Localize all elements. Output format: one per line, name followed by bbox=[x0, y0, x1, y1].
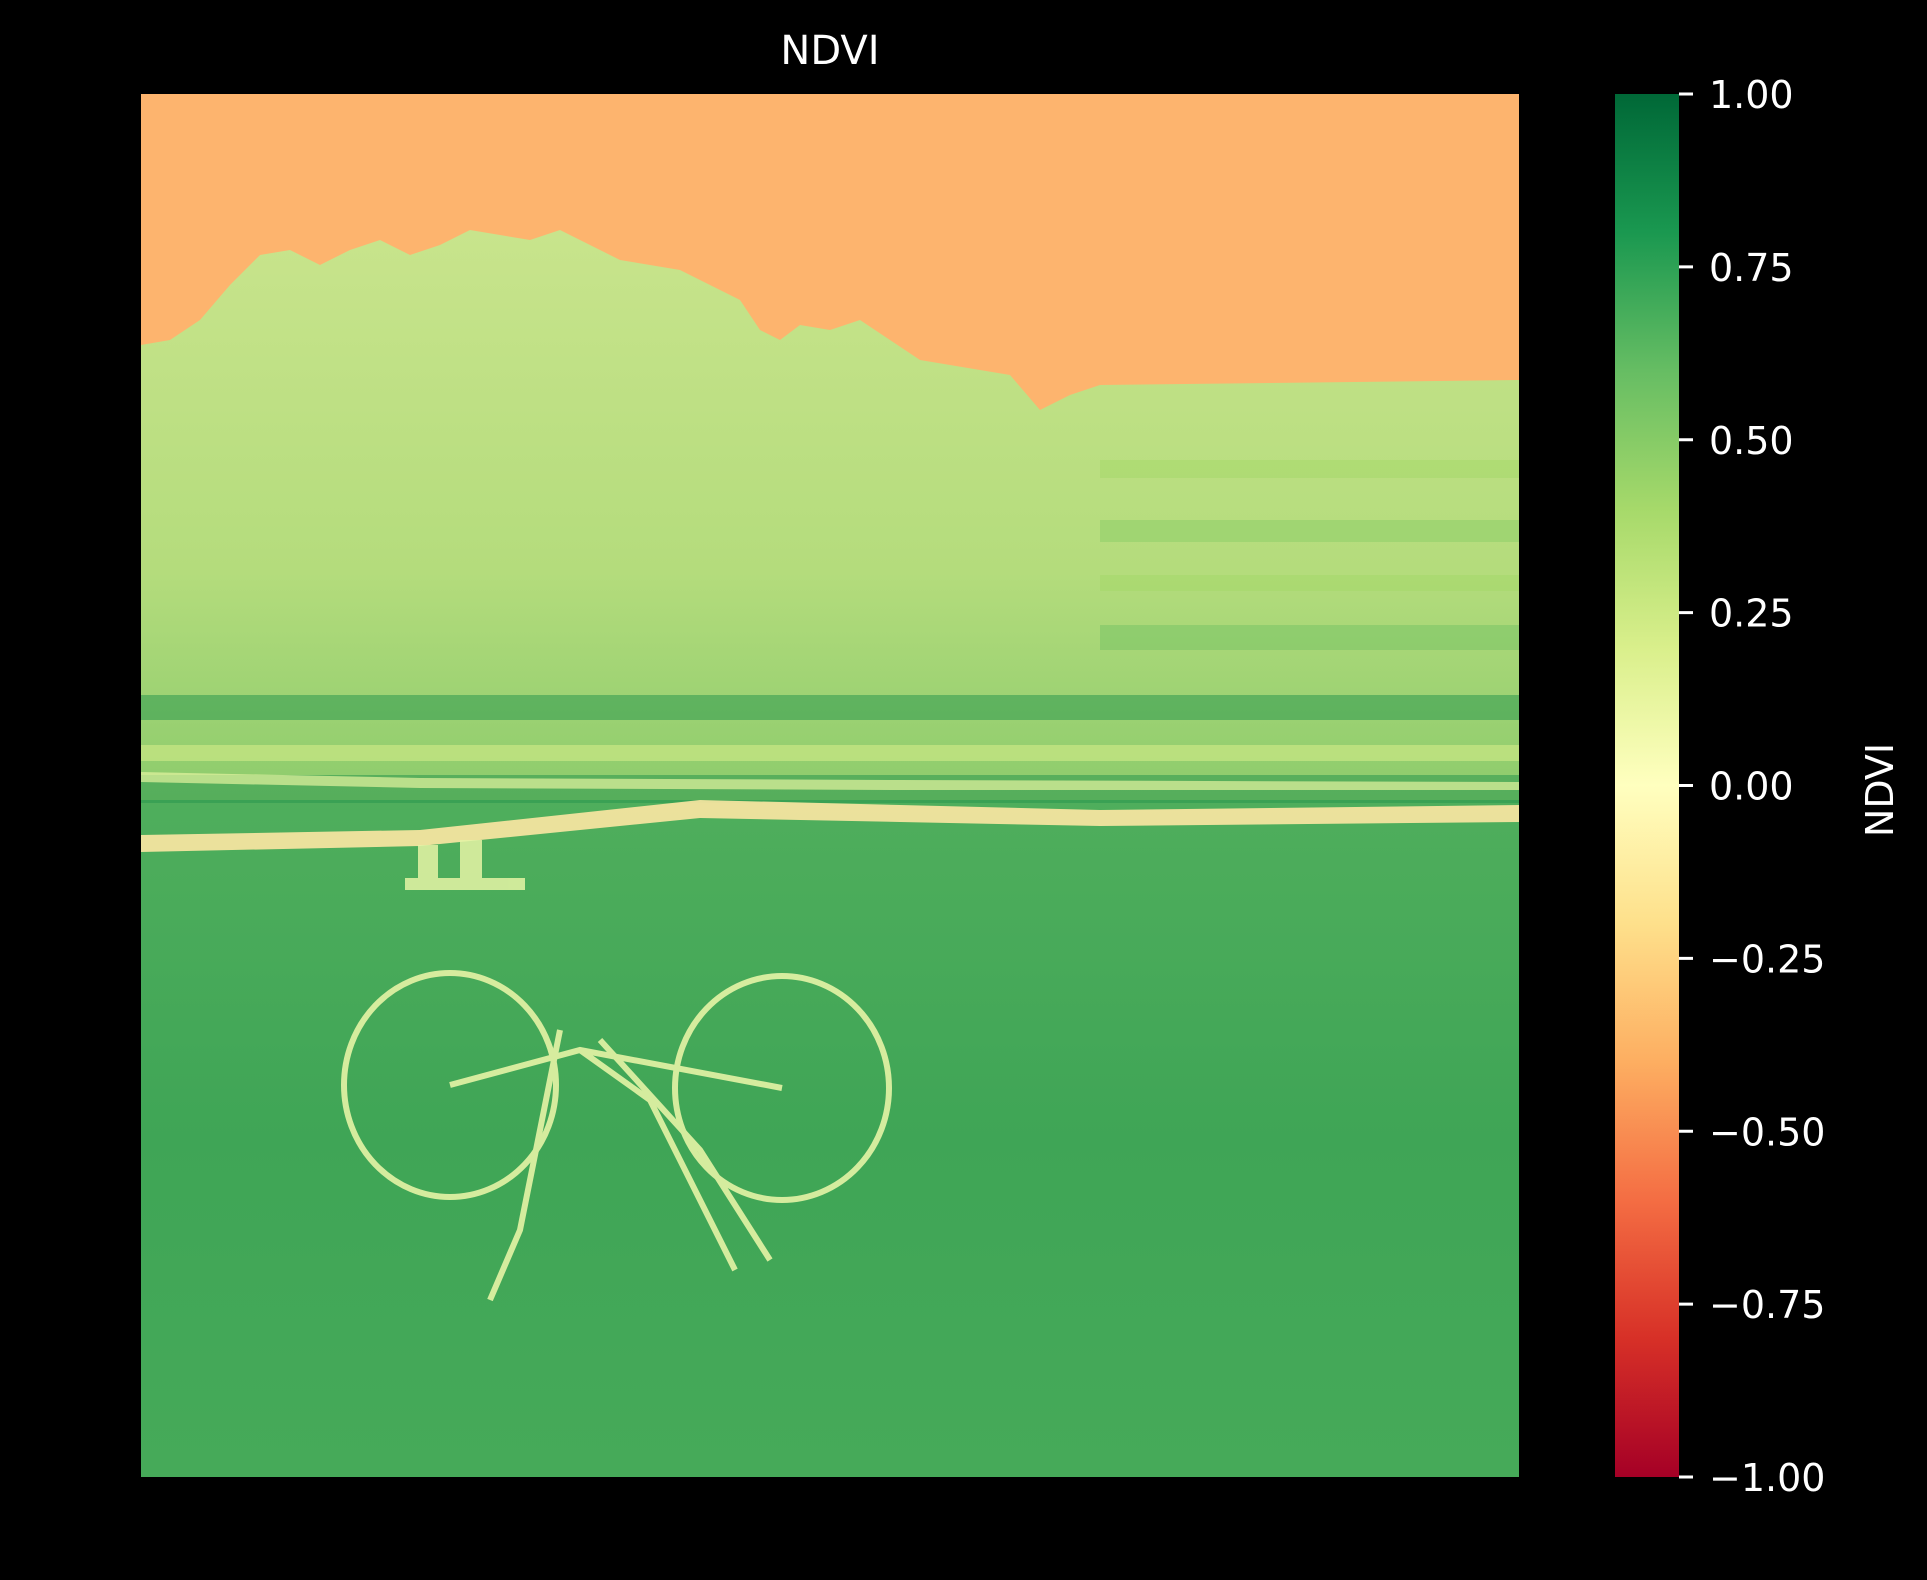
tree-canopy-region bbox=[141, 230, 1519, 800]
path-strip bbox=[141, 800, 1519, 852]
colorbar-tick-label: −1.00 bbox=[1709, 1456, 1825, 1500]
grass-region bbox=[141, 800, 1519, 1477]
colorbar-tick-label: 0.25 bbox=[1709, 592, 1794, 636]
colorbar bbox=[1615, 94, 1679, 1477]
chart-title: NDVI bbox=[780, 28, 879, 74]
horizontal-bands bbox=[141, 460, 1519, 803]
people-silhouettes bbox=[405, 840, 525, 890]
colorbar-tick-label: 0.75 bbox=[1709, 246, 1794, 290]
colorbar-label: NDVI bbox=[1858, 743, 1902, 837]
bicycle-outline bbox=[341, 970, 892, 1302]
colorbar-tick-label: 0.50 bbox=[1709, 419, 1794, 463]
colorbar-tick-label: −0.25 bbox=[1709, 937, 1825, 981]
colorbar-tick-label: 1.00 bbox=[1709, 73, 1794, 117]
ndvi-heatmap bbox=[141, 94, 1519, 1477]
colorbar-ticks: 1.00 0.75 0.50 0.25 0.00 −0.25 −0.50 −0.75 −1.00 bbox=[1679, 73, 1825, 1500]
near-path-strip bbox=[141, 772, 1519, 790]
colorbar-tick-label: −0.75 bbox=[1709, 1283, 1825, 1327]
colorbar-tick-label: 0.00 bbox=[1709, 765, 1794, 809]
colorbar-tick-label: −0.50 bbox=[1709, 1110, 1825, 1154]
